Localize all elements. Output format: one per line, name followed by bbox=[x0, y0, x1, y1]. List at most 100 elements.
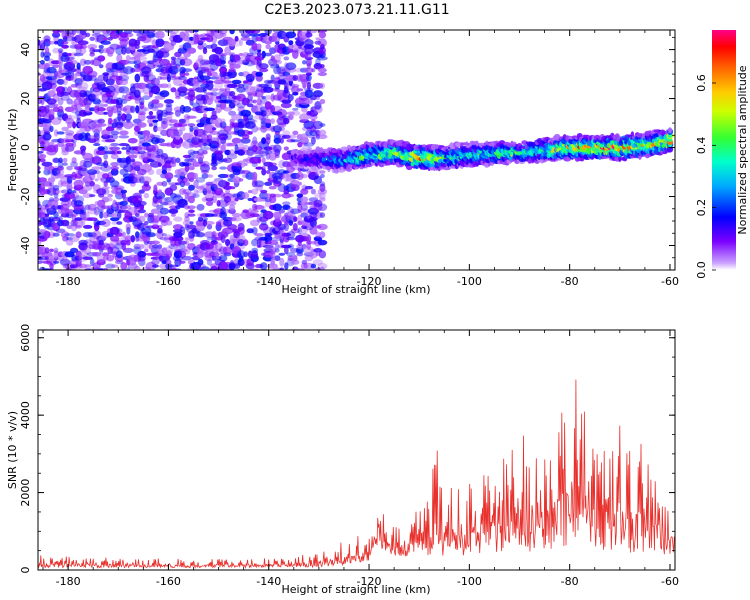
spectrogram-noise-cell bbox=[217, 173, 229, 179]
x-tick-label: -180 bbox=[56, 575, 81, 588]
spectrogram-noise-cell bbox=[110, 150, 120, 155]
spectrogram-noise-cell bbox=[109, 146, 121, 151]
spectrogram-noise-cell bbox=[120, 107, 128, 112]
spectrogram-noise-cell bbox=[66, 165, 73, 171]
spectrogram-noise-cell bbox=[140, 176, 152, 184]
spectrogram-noise-cell bbox=[281, 46, 291, 55]
spectrogram-noise-cell bbox=[214, 46, 224, 55]
y-tick-label: 20 bbox=[19, 92, 32, 106]
spectrogram-noise-cell bbox=[237, 258, 245, 267]
spectrogram-noise-cell bbox=[67, 199, 72, 207]
spectrogram-noise-cell bbox=[49, 197, 54, 202]
spectrogram-noise-cell bbox=[57, 48, 64, 54]
spectrogram-noise-cell bbox=[272, 203, 283, 212]
spectrogram-noise-cell bbox=[170, 56, 176, 61]
x-tick-label: -140 bbox=[256, 275, 281, 288]
spectrogram-noise-cell bbox=[215, 221, 222, 225]
spectrogram-noise-cell bbox=[300, 173, 308, 179]
spectrogram-noise-cell bbox=[179, 243, 186, 250]
spectrogram-noise-cell bbox=[83, 160, 93, 168]
spectrogram-noise-cell bbox=[237, 149, 246, 156]
spectrogram-noise-cell bbox=[143, 138, 150, 143]
spectrogram-noise-cell bbox=[126, 226, 131, 235]
spectrogram-noise-cell bbox=[186, 192, 197, 199]
spectrogram-noise-cell bbox=[306, 79, 312, 84]
spectrogram-noise-cell bbox=[317, 38, 327, 48]
spectrogram-noise-cell bbox=[175, 63, 181, 69]
spectrogram-noise-cell bbox=[110, 264, 119, 268]
spectrogram-noise-cell bbox=[292, 130, 299, 136]
spectrogram-noise-cell bbox=[251, 35, 258, 43]
spectrogram-noise-cell bbox=[149, 160, 161, 168]
spectrogram-noise-cell bbox=[205, 81, 214, 91]
spectrogram-noise-cell bbox=[281, 134, 291, 139]
spectrogram-noise-cell bbox=[125, 204, 132, 210]
spectrogram-noise-cell bbox=[101, 129, 111, 137]
spectrogram-noise-cell bbox=[87, 43, 98, 50]
spectrogram-noise-cell bbox=[123, 66, 134, 75]
spectrogram-noise-cell bbox=[57, 38, 65, 47]
spectrogram-noise-cell bbox=[283, 117, 290, 125]
spectrogram-noise-cell bbox=[228, 99, 236, 104]
spectrogram-noise-cell bbox=[314, 192, 322, 199]
spectrogram-noise-cell bbox=[280, 244, 292, 249]
spectrogram-noise-cell bbox=[187, 213, 196, 217]
spectrogram-noise-cell bbox=[196, 152, 205, 161]
spectrogram-noise-cell bbox=[195, 177, 206, 183]
spectrogram-noise-cell bbox=[136, 122, 147, 128]
spectrogram-noise-cell bbox=[76, 62, 81, 70]
spectrogram-noise-cell bbox=[291, 85, 300, 94]
spectrogram-noise-cell bbox=[136, 56, 148, 61]
spectrogram-noise-cell bbox=[64, 139, 75, 143]
spectrogram-noise-cell bbox=[143, 192, 150, 199]
spectrogram-noise-cell bbox=[304, 39, 314, 47]
spectrogram-noise-cell bbox=[101, 186, 110, 190]
spectrogram-noise-cell bbox=[91, 91, 103, 96]
spectrogram-noise-cell bbox=[39, 74, 46, 82]
spectrogram-noise-cell bbox=[299, 233, 310, 237]
spectrogram-noise-cell bbox=[206, 258, 213, 266]
spectrogram-noise-cell bbox=[165, 103, 173, 108]
spectrogram-noise-cell bbox=[319, 191, 326, 200]
spectrogram-noise-cell bbox=[130, 166, 136, 171]
spectrogram-noise-cell bbox=[247, 208, 253, 215]
spectrogram-noise-cell bbox=[299, 236, 310, 242]
spectrogram-noise-cell bbox=[166, 259, 172, 265]
spectrogram-noise-cell bbox=[97, 74, 105, 82]
snr-panel: -180 -160 -140 -120 -100 -80 -60 0 2000 4000 6000… bbox=[6, 324, 679, 596]
spectrogram-noise-cell bbox=[151, 259, 160, 265]
spectrogram-noise-cell bbox=[133, 89, 141, 99]
spectrogram-noise-cell bbox=[312, 82, 324, 89]
spectrogram-noise-cell bbox=[103, 153, 109, 160]
spectrogram-noise-cell bbox=[123, 32, 134, 38]
x-tick-label: -100 bbox=[457, 275, 482, 288]
spectrogram-noise-cell bbox=[231, 137, 242, 144]
spectrogram-noise-cell bbox=[224, 173, 231, 179]
spectrogram-noise-cell bbox=[62, 86, 68, 94]
spectrogram-noise-cell bbox=[84, 204, 91, 211]
spectrogram-noise-cell bbox=[153, 121, 158, 129]
spectrogram-noise-cell bbox=[118, 74, 130, 82]
spectrogram-noise-cell bbox=[236, 86, 246, 93]
spectrogram-noise-cell bbox=[72, 141, 77, 148]
x-tick-label: -80 bbox=[561, 275, 579, 288]
spectrogram-noise-cell bbox=[315, 37, 321, 41]
spectrogram-noise-cell bbox=[53, 103, 59, 108]
spectrogram-noise-cell bbox=[258, 83, 270, 88]
spectrogram-noise-cell bbox=[70, 84, 78, 88]
spectrogram-noise-cell bbox=[120, 239, 128, 246]
spectrogram-noise-cell bbox=[71, 157, 77, 164]
spectrogram-noise-cell bbox=[232, 63, 241, 69]
spectrogram-noise-cell bbox=[200, 160, 210, 168]
spectrogram-noise-cell bbox=[96, 111, 107, 116]
spectrogram-noise-cell bbox=[210, 91, 219, 96]
spectrogram-noise-cell bbox=[201, 197, 209, 202]
spectrogram-noise-cell bbox=[297, 203, 303, 212]
spectrogram-noise-cell bbox=[96, 107, 106, 112]
spectrogram-noise-cell bbox=[155, 168, 164, 176]
colorbar-tick-label: 0.6 bbox=[695, 74, 708, 92]
spectrogram-noise-cell bbox=[78, 239, 88, 246]
spectrogram-noise-cell bbox=[115, 187, 124, 196]
spectrogram-noise-cell bbox=[98, 44, 104, 49]
spectrogram-noise-cell bbox=[252, 119, 258, 123]
